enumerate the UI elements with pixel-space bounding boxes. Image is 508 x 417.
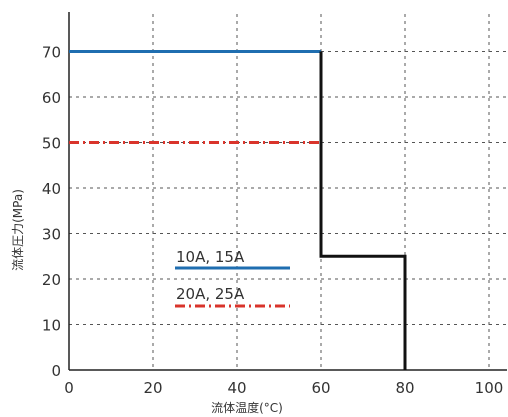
x-tick-label-20: 20 xyxy=(143,379,162,397)
x-tick-label-100: 100 xyxy=(475,379,504,397)
y-tick-label-40: 40 xyxy=(42,180,61,198)
y-tick-label-50: 50 xyxy=(42,135,61,153)
y-tick-label-60: 60 xyxy=(42,89,61,107)
axes xyxy=(68,12,507,371)
legend: 10A, 15A 20A, 25A xyxy=(175,248,290,308)
series-lines xyxy=(69,50,407,370)
y-tick-label-30: 30 xyxy=(42,226,61,244)
x-tick-label-40: 40 xyxy=(227,379,246,397)
grid xyxy=(69,14,507,370)
tick-labels: 0 20 40 60 80 100 0 10 20 30 40 50 60 70 xyxy=(42,44,503,398)
x-axis-label: 流体温度(°C) xyxy=(211,400,283,415)
y-tick-label-70: 70 xyxy=(42,44,61,62)
y-tick-label-20: 20 xyxy=(42,271,61,289)
y-axis-label: 流体圧力(MPa) xyxy=(11,189,25,271)
x-tick-label-80: 80 xyxy=(395,379,414,397)
x-tick-label-60: 60 xyxy=(311,379,330,397)
y-tick-label-10: 10 xyxy=(42,317,61,335)
series-line-2 xyxy=(319,51,407,370)
y-tick-label-0: 0 xyxy=(51,362,61,380)
legend-label-0: 10A, 15A xyxy=(176,248,245,266)
x-tick-label-0: 0 xyxy=(64,379,74,397)
legend-label-1: 20A, 25A xyxy=(176,285,245,303)
